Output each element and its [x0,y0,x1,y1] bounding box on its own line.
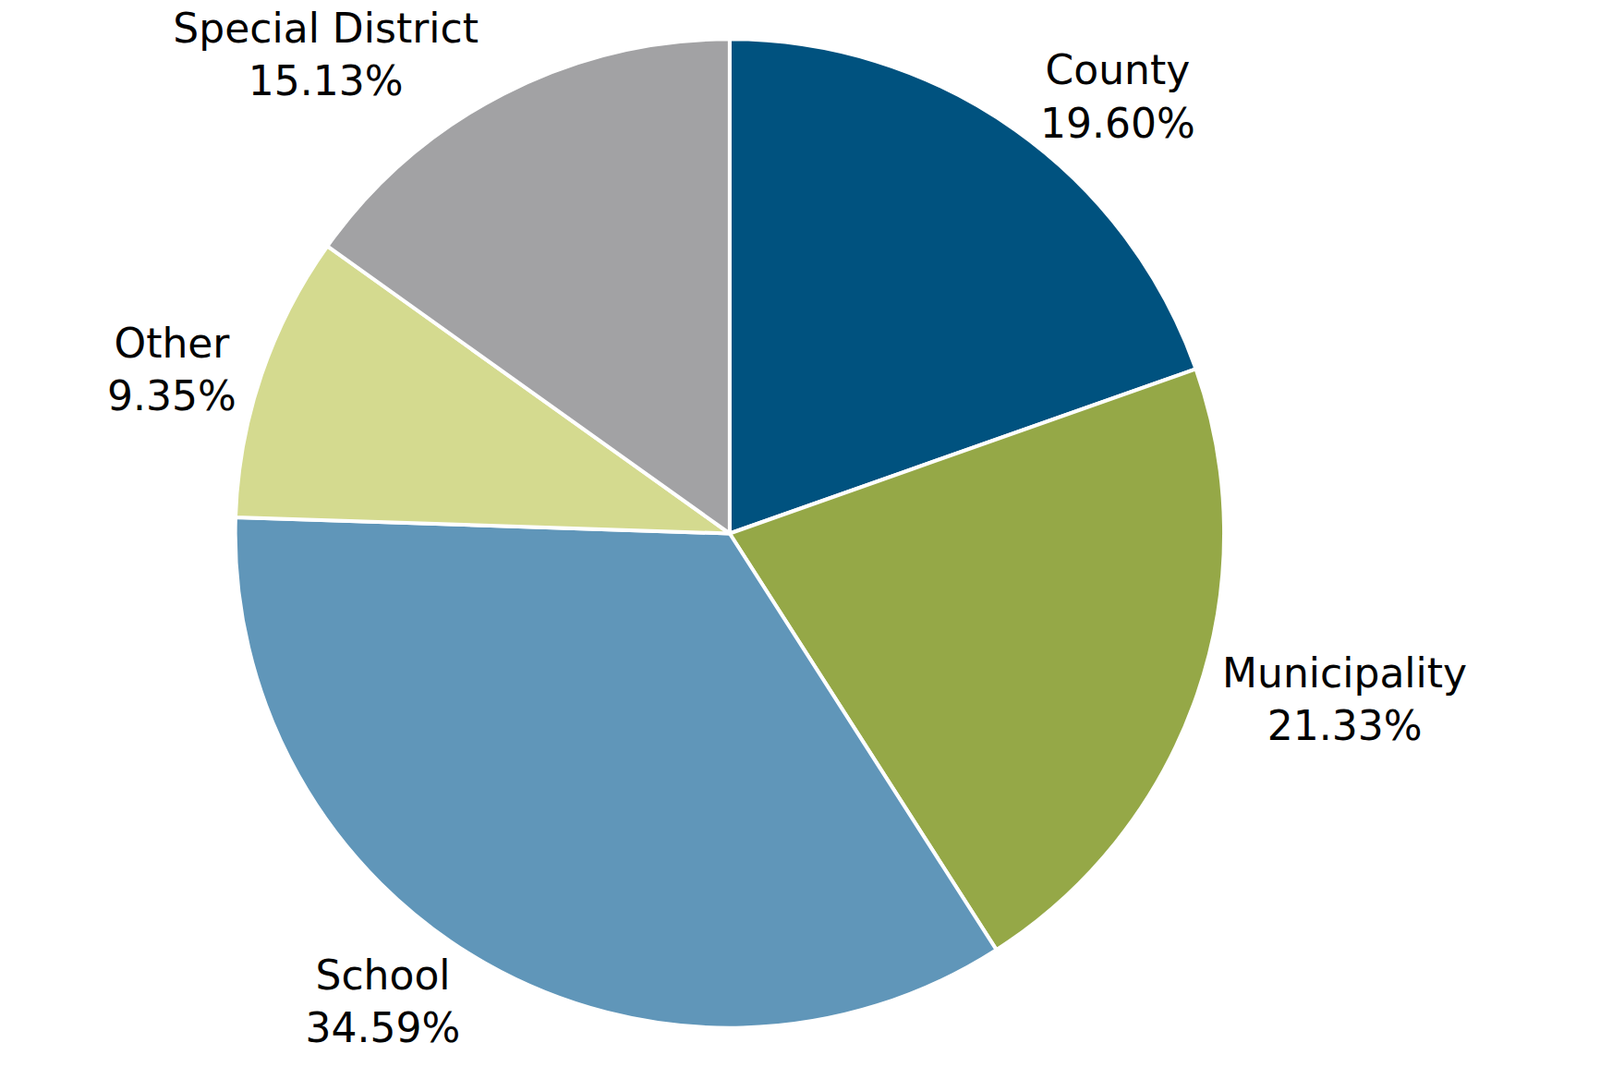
svg-text:Municipality21.33%: Municipality21.33% [1222,649,1467,750]
svg-text:School34.59%: School34.59% [305,951,461,1052]
svg-text:Other9.35%: Other9.35% [107,319,237,420]
svg-text:County19.60%: County19.60% [1040,46,1196,146]
svg-text:Special District15.13%: Special District15.13% [172,4,479,105]
